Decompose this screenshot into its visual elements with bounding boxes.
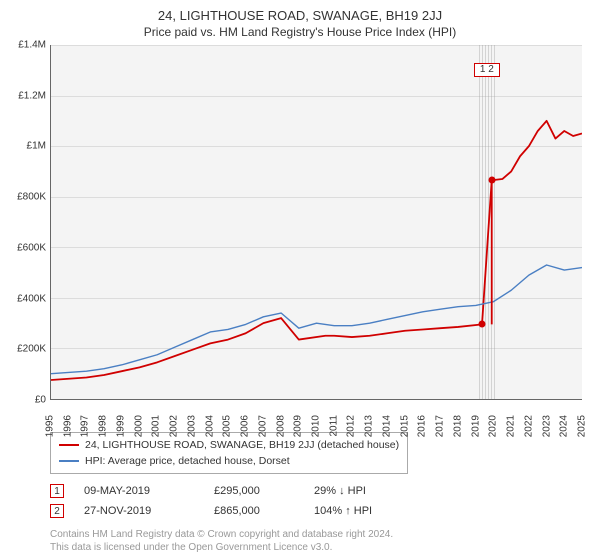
sales-table: 1 09-MAY-2019 £295,000 29% HPI 2 27-NOV-… bbox=[50, 484, 590, 524]
y-tick-label: £1.2M bbox=[18, 90, 46, 101]
sale-pct-1: 29% HPI bbox=[314, 485, 366, 497]
legend-swatch-red bbox=[59, 444, 79, 446]
sale-row-2: 2 27-NOV-2019 £865,000 104% HPI bbox=[50, 504, 590, 518]
sale-date-2: 27-NOV-2019 bbox=[84, 505, 194, 517]
y-tick-label: £0 bbox=[35, 395, 46, 406]
footer-line-2: This data is licensed under the Open Gov… bbox=[50, 541, 590, 554]
legend: 24, LIGHTHOUSE ROAD, SWANAGE, BH19 2JJ (… bbox=[50, 432, 408, 474]
sale-pct-2: 104% HPI bbox=[314, 505, 372, 517]
x-axis-ticks: 1995199619971998199920002001200220032004… bbox=[50, 400, 582, 426]
x-tick-label: 2003 bbox=[186, 415, 197, 437]
y-tick-label: £200K bbox=[17, 344, 46, 355]
x-tick-label: 2008 bbox=[275, 415, 286, 437]
plot-region: 1 2 bbox=[50, 45, 582, 400]
chart-subtitle: Price paid vs. HM Land Registry's House … bbox=[10, 25, 590, 39]
legend-swatch-blue bbox=[59, 460, 79, 462]
legend-item-property: 24, LIGHTHOUSE ROAD, SWANAGE, BH19 2JJ (… bbox=[59, 437, 399, 453]
x-tick-label: 2012 bbox=[346, 415, 357, 437]
arrow-down-icon bbox=[339, 485, 345, 497]
chart-title: 24, LIGHTHOUSE ROAD, SWANAGE, BH19 2JJ bbox=[10, 8, 590, 23]
x-tick-label: 1997 bbox=[80, 415, 91, 437]
y-tick-label: £1.4M bbox=[18, 40, 46, 51]
x-tick-label: 2019 bbox=[470, 415, 481, 437]
legend-item-hpi: HPI: Average price, detached house, Dors… bbox=[59, 453, 399, 469]
sale-marker-dot-1 bbox=[478, 321, 485, 328]
y-axis-ticks: £0£200K£400K£600K£800K£1M£1.2M£1.4M bbox=[10, 45, 48, 426]
x-tick-label: 2010 bbox=[311, 415, 322, 437]
sale-marker-box: 1 2 bbox=[474, 63, 500, 77]
y-tick-label: £600K bbox=[17, 242, 46, 253]
x-tick-label: 2014 bbox=[381, 415, 392, 437]
x-tick-label: 2022 bbox=[523, 415, 534, 437]
legend-label-property: 24, LIGHTHOUSE ROAD, SWANAGE, BH19 2JJ (… bbox=[85, 437, 399, 453]
x-tick-label: 2000 bbox=[133, 415, 144, 437]
x-tick-label: 2023 bbox=[541, 415, 552, 437]
y-tick-label: £800K bbox=[17, 192, 46, 203]
x-tick-label: 2005 bbox=[222, 415, 233, 437]
sale-price-1: £295,000 bbox=[214, 485, 294, 497]
sale-num-box-1: 1 bbox=[50, 484, 64, 498]
sale-num-box-2: 2 bbox=[50, 504, 64, 518]
series-line-hpi bbox=[51, 265, 582, 374]
x-tick-label: 2001 bbox=[151, 415, 162, 437]
x-tick-label: 2016 bbox=[417, 415, 428, 437]
x-tick-label: 2002 bbox=[169, 415, 180, 437]
chart-area: £0£200K£400K£600K£800K£1M£1.2M£1.4M 1 2 … bbox=[10, 45, 590, 426]
series-line-property bbox=[51, 121, 582, 380]
y-tick-label: £400K bbox=[17, 293, 46, 304]
sale-date-1: 09-MAY-2019 bbox=[84, 485, 194, 497]
x-tick-label: 1998 bbox=[98, 415, 109, 437]
x-tick-label: 2024 bbox=[559, 415, 570, 437]
sale-price-2: £865,000 bbox=[214, 505, 294, 517]
x-tick-label: 2018 bbox=[452, 415, 463, 437]
x-tick-label: 2015 bbox=[399, 415, 410, 437]
x-tick-label: 2025 bbox=[577, 415, 588, 437]
x-tick-label: 2021 bbox=[506, 415, 517, 437]
x-tick-label: 2020 bbox=[488, 415, 499, 437]
x-tick-label: 2006 bbox=[240, 415, 251, 437]
x-tick-label: 2004 bbox=[204, 415, 215, 437]
x-tick-label: 2011 bbox=[328, 415, 339, 437]
footer-line-1: Contains HM Land Registry data © Crown c… bbox=[50, 528, 590, 541]
line-chart-svg bbox=[51, 45, 582, 399]
x-tick-label: 2007 bbox=[257, 415, 268, 437]
x-tick-label: 2013 bbox=[364, 415, 375, 437]
x-tick-label: 1995 bbox=[45, 415, 56, 437]
x-tick-label: 2017 bbox=[435, 415, 446, 437]
arrow-up-icon bbox=[345, 505, 351, 517]
legend-label-hpi: HPI: Average price, detached house, Dors… bbox=[85, 453, 290, 469]
x-tick-label: 1999 bbox=[115, 415, 126, 437]
x-tick-label: 1996 bbox=[62, 415, 73, 437]
chart-container: 24, LIGHTHOUSE ROAD, SWANAGE, BH19 2JJ P… bbox=[0, 0, 600, 560]
sale-row-1: 1 09-MAY-2019 £295,000 29% HPI bbox=[50, 484, 590, 498]
footer-license: Contains HM Land Registry data © Crown c… bbox=[50, 528, 590, 554]
sale-marker-dot-2 bbox=[488, 177, 495, 184]
x-tick-label: 2009 bbox=[293, 415, 304, 437]
y-tick-label: £1M bbox=[27, 141, 46, 152]
